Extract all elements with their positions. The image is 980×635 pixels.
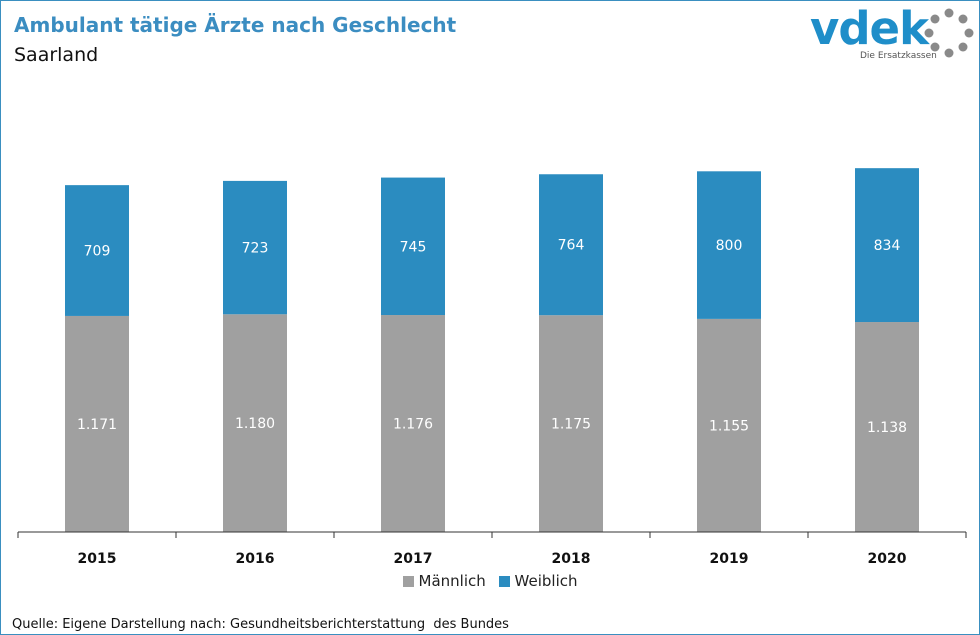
logo-wordmark: vdek — [810, 2, 929, 55]
bar-weiblich-2020 — [855, 168, 919, 323]
bar-weiblich-2016 — [223, 180, 287, 315]
data-label-weiblich-2015: 709 — [84, 244, 111, 260]
chart-legend: Männlich Weiblich — [0, 572, 980, 591]
bar-maennlich-2019 — [697, 318, 761, 532]
chart-subtitle: Saarland — [14, 44, 99, 66]
x-tick-label-2020: 2020 — [868, 551, 907, 567]
bar-maennlich-2017 — [381, 315, 445, 532]
data-label-weiblich-2020: 834 — [874, 238, 901, 254]
bar-maennlich-2020 — [855, 322, 919, 532]
data-label-weiblich-2017: 745 — [400, 239, 427, 255]
bar-weiblich-2018 — [539, 174, 603, 316]
bar-maennlich-2015 — [65, 315, 129, 532]
legend-swatch-maennlich — [402, 575, 414, 587]
logo-ring-icon — [924, 8, 974, 58]
vdek-logo: vdek Die Ersatzkassen — [810, 2, 975, 68]
data-label-maennlich-2016: 1.180 — [235, 416, 275, 432]
logo-tagline: Die Ersatzkassen — [860, 51, 937, 61]
legend-swatch-weiblich — [498, 575, 510, 587]
bar-maennlich-2018 — [539, 315, 603, 532]
data-label-maennlich-2015: 1.171 — [77, 417, 117, 433]
chart-title: Ambulant tätige Ärzte nach Geschlecht — [14, 13, 457, 37]
bar-maennlich-2016 — [223, 314, 287, 532]
data-label-maennlich-2018: 1.175 — [551, 417, 591, 433]
bar-weiblich-2015 — [65, 185, 129, 316]
legend-item-maennlich: Männlich — [402, 572, 486, 590]
x-tick-label-2015: 2015 — [78, 551, 117, 567]
x-tick-label-2018: 2018 — [552, 551, 591, 567]
x-tick-label-2016: 2016 — [236, 551, 275, 567]
bar-weiblich-2019 — [697, 171, 761, 319]
data-label-maennlich-2017: 1.176 — [393, 417, 433, 433]
data-label-weiblich-2016: 723 — [242, 241, 269, 257]
source-note: Quelle: Eigene Darstellung nach: Gesundh… — [12, 617, 509, 632]
data-label-weiblich-2019: 800 — [716, 238, 743, 254]
legend-item-weiblich: Weiblich — [498, 572, 578, 590]
legend-label-maennlich: Männlich — [418, 572, 486, 590]
bar-weiblich-2017 — [381, 177, 445, 316]
data-label-maennlich-2020: 1.138 — [867, 420, 907, 436]
x-tick-label-2017: 2017 — [394, 551, 433, 567]
data-label-weiblich-2018: 764 — [558, 238, 585, 254]
data-label-maennlich-2019: 1.155 — [709, 418, 749, 434]
legend-label-weiblich: Weiblich — [514, 572, 578, 590]
x-tick-label-2019: 2019 — [710, 551, 749, 567]
